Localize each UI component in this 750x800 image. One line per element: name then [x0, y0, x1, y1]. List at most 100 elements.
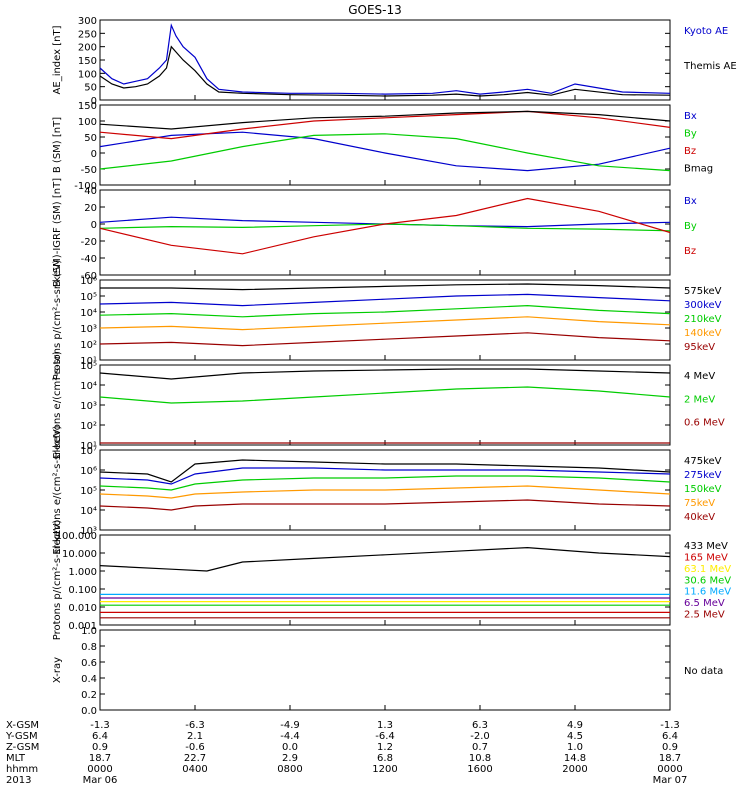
y-tick-label: 0.2 [81, 690, 97, 701]
y-tick-label: 10³ [80, 324, 97, 335]
y-tick-label: 0.001 [68, 621, 97, 632]
legend-label: 475keV [684, 456, 722, 467]
legend-label: Bx [684, 196, 697, 207]
ephemeris-value: 0000 [657, 764, 682, 775]
y-tick-label: 1.000 [68, 567, 97, 578]
ephemeris-value: 1600 [467, 764, 492, 775]
y-tick-label: 0 [91, 149, 97, 160]
y-tick-label: 0.010 [68, 603, 97, 614]
legend-label: 6.5 MeV [684, 598, 725, 609]
legend-label: 433 MeV [684, 541, 728, 552]
ephemeris-row-label: X-GSM [6, 720, 39, 731]
panel-frame-bres [99, 189, 671, 276]
ephemeris-value: 6.4 [662, 731, 678, 742]
legend-label: 95keV [684, 342, 715, 353]
y-tick-label: 0.100 [68, 585, 97, 596]
series-line-575keV [100, 283, 671, 291]
legend-label: 75keV [684, 498, 715, 509]
y-tick-label: 10¹ [80, 356, 97, 367]
y-axis-label: Protons p/(cm²-s-sr-keV) [52, 520, 63, 641]
y-axis-label: Electrons e/(cm²-s-sr) [52, 351, 63, 459]
y-tick-label: 10⁵ [80, 361, 97, 372]
panel-frame-protons_high [99, 279, 671, 361]
ephemeris-value: 14.8 [564, 753, 586, 764]
y-tick-label: 1.0 [81, 626, 97, 637]
ephemeris-value: -6.3 [185, 720, 205, 731]
ephemeris-value: 0.9 [92, 742, 108, 753]
ephemeris-row-label: hhmm [6, 764, 38, 775]
ephemeris-value: 6.8 [377, 753, 393, 764]
series-line-By [99, 133, 671, 172]
ephemeris-value: 18.7 [89, 753, 111, 764]
ephemeris-value: 0000 [87, 764, 112, 775]
y-tick-label: 40 [84, 186, 97, 197]
legend-label: Bmag [684, 164, 713, 175]
y-tick-label: -50 [81, 165, 97, 176]
ephemeris-value: 4.9 [567, 720, 583, 731]
legend-label: Bz [684, 246, 696, 257]
ephemeris-value: 0.7 [472, 742, 488, 753]
y-tick-label: 10¹ [80, 441, 97, 452]
legend-label: 0.6 MeV [684, 418, 725, 429]
y-axis-label: B (SM)-IGRF (SM) [nT] [52, 178, 63, 287]
y-tick-label: 0 [91, 220, 97, 231]
legend-label: Kyoto AE [684, 26, 728, 37]
series-line-275keV [99, 467, 671, 485]
ephemeris-value: 1.2 [377, 742, 393, 753]
ephemeris-value: 1200 [372, 764, 397, 775]
y-tick-label: -40 [81, 254, 97, 265]
y-tick-label: 10³ [80, 401, 97, 412]
y-axis-label: X-ray [52, 657, 63, 683]
legend-label: 210keV [684, 314, 722, 325]
y-axis-label: Protons p/(cm²-s-sr-keV) [52, 260, 63, 381]
legend-label: By [684, 221, 697, 232]
ephemeris-value: 2.1 [187, 731, 203, 742]
y-tick-label: 10⁴ [80, 308, 97, 319]
legend-label: By [684, 129, 697, 140]
ephemeris-value: -2.0 [470, 731, 490, 742]
y-tick-label: 100.000 [56, 531, 97, 542]
y-tick-label: 50 [84, 83, 97, 94]
ephemeris-value: 6.3 [472, 720, 488, 731]
ephemeris-value: -1.3 [660, 720, 680, 731]
legend-label: 165 MeV [684, 552, 728, 563]
y-axis-label: Electrons e/(cm²-s-sr-keV) [52, 425, 63, 554]
legend-label: 140keV [684, 328, 722, 339]
ephemeris-value: -1.3 [90, 720, 110, 731]
legend-label: 2.5 MeV [684, 610, 725, 621]
series-line-40keV [99, 499, 671, 511]
ephemeris-value: 2.9 [282, 753, 298, 764]
y-tick-label: 200 [78, 43, 97, 54]
legend-label: 2 MeV [684, 394, 715, 405]
y-axis-label: B (SM) [nT] [52, 117, 63, 173]
y-tick-label: -60 [81, 271, 97, 282]
y-axis-label: AE_index [nT] [52, 25, 63, 94]
y-tick-label: 20 [84, 203, 97, 214]
ephemeris-value: 1.3 [377, 720, 393, 731]
ephemeris-value: 6.4 [92, 731, 108, 742]
y-tick-label: 10.000 [62, 549, 97, 560]
legend-label: 40keV [684, 512, 715, 523]
series-line-95keV [99, 332, 671, 347]
legend-label: Bz [684, 146, 696, 157]
y-tick-label: 150 [78, 56, 97, 67]
y-tick-label: 100 [78, 117, 97, 128]
y-tick-label: 0.8 [81, 642, 97, 653]
series-line-140keV [99, 316, 671, 331]
series-line-475keV [99, 459, 671, 483]
y-tick-label: -100 [74, 181, 97, 192]
ephemeris-value: 10.8 [469, 753, 491, 764]
panel-frame-protons_mev [99, 534, 671, 626]
y-tick-label: 300 [78, 16, 97, 27]
series-line-210keV [99, 304, 671, 318]
ephemeris-value: -4.9 [280, 720, 300, 731]
y-tick-label: 10³ [80, 526, 97, 537]
ephemeris-value: 0.0 [282, 742, 298, 753]
y-tick-label: 10⁶ [80, 276, 97, 287]
panel-note: No data [684, 666, 723, 677]
legend-label: 63.1 MeV [684, 564, 731, 575]
panel-frame-electrons_mev [99, 364, 671, 446]
legend-label: 275keV [684, 470, 722, 481]
y-tick-label: 0.6 [81, 658, 97, 669]
